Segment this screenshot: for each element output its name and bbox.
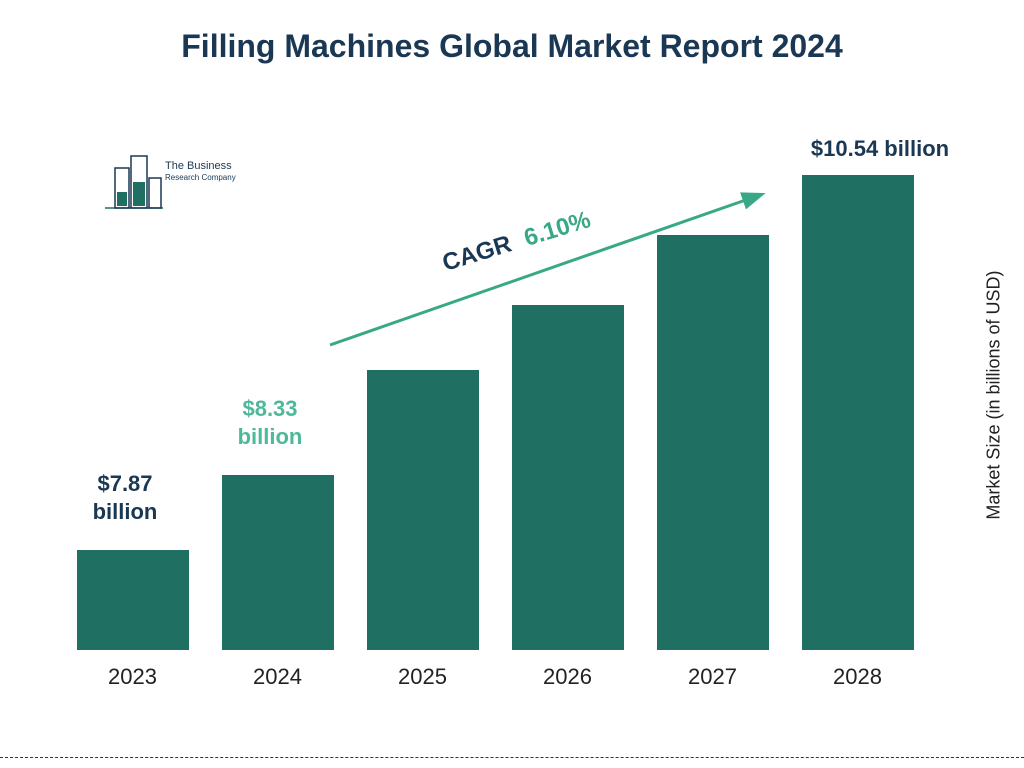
growth-arrow-icon xyxy=(320,180,780,360)
chart-title: Filling Machines Global Market Report 20… xyxy=(0,28,1024,65)
bar-2024 xyxy=(218,475,338,650)
value-label-2024: $8.33 billion xyxy=(215,395,325,450)
x-tick: 2023 xyxy=(73,664,193,690)
bar xyxy=(367,370,479,650)
bar-2028 xyxy=(798,175,918,650)
bottom-divider xyxy=(0,757,1024,758)
y-axis-label: Market Size (in billions of USD) xyxy=(984,271,1005,520)
value-unit: billion xyxy=(238,424,303,449)
value-amount: $8.33 xyxy=(242,396,297,421)
bar xyxy=(222,475,334,650)
value-label-2028: $10.54 billion xyxy=(790,135,970,163)
value-amount: $7.87 xyxy=(97,471,152,496)
x-tick: 2026 xyxy=(508,664,628,690)
value-unit: billion xyxy=(93,499,158,524)
value-label-2023: $7.87 billion xyxy=(70,470,180,525)
x-tick: 2025 xyxy=(363,664,483,690)
x-tick: 2028 xyxy=(798,664,918,690)
bar-2023 xyxy=(73,550,193,650)
x-axis-labels: 2023 2024 2025 2026 2027 2028 xyxy=(60,664,930,690)
bar xyxy=(77,550,189,650)
bar-2025 xyxy=(363,370,483,650)
x-tick: 2024 xyxy=(218,664,338,690)
x-tick: 2027 xyxy=(653,664,773,690)
value-amount: $10.54 billion xyxy=(811,136,949,161)
bar xyxy=(802,175,914,650)
cagr-arrow-group: CAGR 6.10% xyxy=(320,180,780,360)
